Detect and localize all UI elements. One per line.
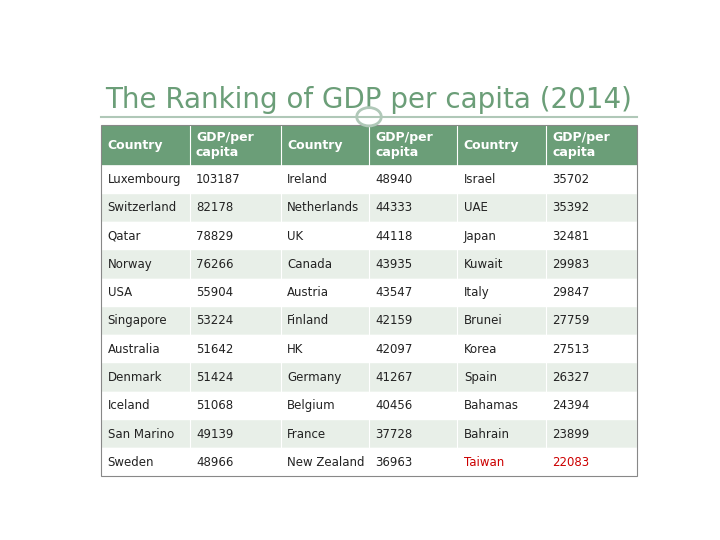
Text: 51424: 51424: [196, 371, 233, 384]
Text: Korea: Korea: [464, 343, 498, 356]
Text: 82178: 82178: [196, 201, 233, 214]
Text: Luxembourg: Luxembourg: [107, 173, 181, 186]
Text: Qatar: Qatar: [107, 230, 141, 242]
FancyBboxPatch shape: [101, 335, 637, 363]
Text: UAE: UAE: [464, 201, 487, 214]
FancyBboxPatch shape: [101, 222, 637, 251]
Text: Switzerland: Switzerland: [107, 201, 177, 214]
FancyBboxPatch shape: [101, 251, 637, 279]
Text: The Ranking of GDP per capita (2014): The Ranking of GDP per capita (2014): [106, 85, 632, 113]
Text: Canada: Canada: [287, 258, 332, 271]
Text: France: France: [287, 428, 326, 441]
Text: Norway: Norway: [107, 258, 153, 271]
Text: Netherlands: Netherlands: [287, 201, 359, 214]
Text: 35392: 35392: [552, 201, 590, 214]
Text: Ireland: Ireland: [287, 173, 328, 186]
Text: 35702: 35702: [552, 173, 590, 186]
Text: 22083: 22083: [552, 456, 590, 469]
Text: GDP/per
capita: GDP/per capita: [196, 131, 253, 159]
Text: New Zealand: New Zealand: [287, 456, 364, 469]
Text: Bahrain: Bahrain: [464, 428, 510, 441]
FancyBboxPatch shape: [101, 363, 637, 392]
Text: UK: UK: [287, 230, 303, 242]
Text: 41267: 41267: [375, 371, 413, 384]
Text: Bahamas: Bahamas: [464, 399, 519, 412]
Text: Country: Country: [287, 139, 343, 152]
FancyBboxPatch shape: [101, 279, 637, 307]
Text: HK: HK: [287, 343, 303, 356]
Text: Denmark: Denmark: [107, 371, 162, 384]
FancyBboxPatch shape: [101, 448, 637, 476]
Text: 29847: 29847: [552, 286, 590, 299]
Text: 40456: 40456: [375, 399, 413, 412]
Text: Kuwait: Kuwait: [464, 258, 503, 271]
Text: 103187: 103187: [196, 173, 240, 186]
Text: 49139: 49139: [196, 428, 233, 441]
Text: 24394: 24394: [552, 399, 590, 412]
Text: 42097: 42097: [375, 343, 413, 356]
Text: GDP/per
capita: GDP/per capita: [552, 131, 610, 159]
Text: GDP/per
capita: GDP/per capita: [375, 131, 433, 159]
Text: 51642: 51642: [196, 343, 233, 356]
Text: 53224: 53224: [196, 314, 233, 327]
Text: Taiwan: Taiwan: [464, 456, 504, 469]
FancyBboxPatch shape: [101, 392, 637, 420]
Text: 43547: 43547: [375, 286, 413, 299]
Text: 78829: 78829: [196, 230, 233, 242]
Text: Country: Country: [107, 139, 163, 152]
FancyBboxPatch shape: [101, 194, 637, 222]
Text: 27759: 27759: [552, 314, 590, 327]
Text: 32481: 32481: [552, 230, 590, 242]
Text: 44333: 44333: [375, 201, 413, 214]
FancyBboxPatch shape: [101, 125, 637, 165]
Text: 55904: 55904: [196, 286, 233, 299]
Text: 27513: 27513: [552, 343, 590, 356]
Text: 26327: 26327: [552, 371, 590, 384]
Text: 23899: 23899: [552, 428, 590, 441]
FancyBboxPatch shape: [101, 165, 637, 194]
Text: 51068: 51068: [196, 399, 233, 412]
Text: 44118: 44118: [375, 230, 413, 242]
Text: Germany: Germany: [287, 371, 341, 384]
Text: 76266: 76266: [196, 258, 233, 271]
Text: Israel: Israel: [464, 173, 496, 186]
Text: 43935: 43935: [375, 258, 413, 271]
Text: 29983: 29983: [552, 258, 590, 271]
Text: Sweden: Sweden: [107, 456, 154, 469]
Text: Brunei: Brunei: [464, 314, 503, 327]
Text: USA: USA: [107, 286, 132, 299]
Text: San Marino: San Marino: [107, 428, 174, 441]
Text: 36963: 36963: [375, 456, 413, 469]
Text: Italy: Italy: [464, 286, 490, 299]
Text: Finland: Finland: [287, 314, 329, 327]
FancyBboxPatch shape: [101, 420, 637, 448]
Text: Australia: Australia: [107, 343, 161, 356]
Text: Spain: Spain: [464, 371, 497, 384]
Text: Belgium: Belgium: [287, 399, 336, 412]
FancyBboxPatch shape: [101, 307, 637, 335]
Text: 42159: 42159: [375, 314, 413, 327]
Text: Iceland: Iceland: [107, 399, 150, 412]
Text: 37728: 37728: [375, 428, 413, 441]
Text: 48966: 48966: [196, 456, 233, 469]
Text: Singapore: Singapore: [107, 314, 167, 327]
Text: Country: Country: [464, 139, 519, 152]
Text: Japan: Japan: [464, 230, 497, 242]
Text: 48940: 48940: [375, 173, 413, 186]
Text: Austria: Austria: [287, 286, 329, 299]
